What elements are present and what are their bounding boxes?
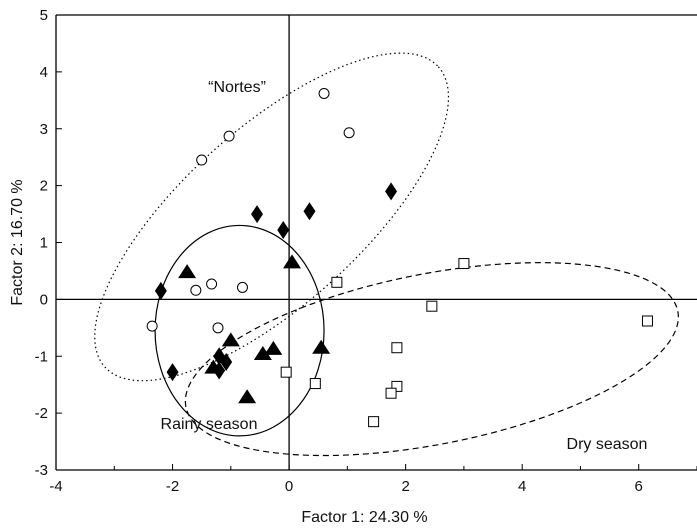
annotation-rainy-season: Rainy season bbox=[161, 416, 258, 433]
x-tick-label: 2 bbox=[401, 478, 409, 495]
point-square bbox=[458, 258, 470, 270]
y-tick-label: -3 bbox=[35, 462, 48, 479]
data-points bbox=[146, 87, 653, 428]
x-tick-label: 6 bbox=[635, 478, 643, 495]
y-axis-label: Factor 2: 16.70 % bbox=[9, 179, 26, 305]
chart-labels: Factor 1: 24.30 % Factor 2: 16.70 % “Nor… bbox=[9, 79, 647, 526]
point-square bbox=[641, 315, 653, 327]
x-axis-label: Factor 1: 24.30 % bbox=[301, 509, 427, 526]
y-tick-label: -2 bbox=[35, 405, 48, 422]
y-tick-label: -1 bbox=[35, 348, 48, 365]
point-circle bbox=[190, 284, 202, 296]
x-tick-label: 4 bbox=[518, 478, 526, 495]
point-diamond bbox=[154, 281, 167, 300]
axes: -4 -2 0 2 4 6 -3 -2 -1 0 1 2 3 4 5 bbox=[35, 7, 697, 495]
point-triangle bbox=[221, 332, 240, 347]
point-circle bbox=[196, 154, 208, 166]
y-tick-label: 4 bbox=[40, 64, 48, 81]
point-circle bbox=[146, 320, 158, 332]
x-tick-label: -4 bbox=[49, 478, 62, 495]
y-tick-label: 2 bbox=[40, 178, 48, 195]
y-tick-label: 1 bbox=[40, 235, 48, 252]
point-square bbox=[280, 366, 292, 378]
ellipse-dotted bbox=[94, 52, 450, 382]
point-diamond bbox=[220, 352, 233, 371]
point-diamond bbox=[385, 182, 398, 201]
point-triangle bbox=[312, 339, 331, 354]
point-triangle bbox=[238, 389, 257, 404]
point-square bbox=[331, 276, 343, 288]
point-circle bbox=[223, 130, 235, 142]
point-diamond bbox=[166, 363, 179, 382]
y-tick-label: 5 bbox=[40, 7, 48, 24]
point-triangle bbox=[204, 359, 223, 374]
point-triangle bbox=[283, 254, 302, 269]
point-triangle bbox=[178, 264, 197, 279]
ellipse-dashed bbox=[184, 262, 679, 457]
point-circle bbox=[236, 281, 248, 293]
point-square bbox=[391, 380, 403, 392]
annotation-nortes: “Nortes” bbox=[208, 79, 266, 96]
point-square bbox=[309, 378, 321, 390]
point-square bbox=[426, 300, 438, 312]
point-square bbox=[391, 342, 403, 354]
y-tick-label: 3 bbox=[40, 121, 48, 138]
x-tick-label: -2 bbox=[166, 478, 179, 495]
point-triangle bbox=[253, 345, 272, 360]
ellipse-solid bbox=[154, 224, 325, 437]
point-diamond bbox=[303, 202, 316, 221]
point-diamond bbox=[277, 220, 290, 239]
point-triangle bbox=[264, 340, 283, 355]
annotation-dry-season: Dry season bbox=[567, 436, 648, 453]
point-circle bbox=[318, 87, 330, 99]
point-square bbox=[385, 387, 397, 399]
point-circle bbox=[212, 322, 224, 334]
y-tick-label: 0 bbox=[40, 291, 48, 308]
point-diamond bbox=[251, 205, 264, 224]
point-square bbox=[368, 416, 380, 428]
point-circle bbox=[206, 278, 218, 290]
x-tick-label: 0 bbox=[285, 478, 293, 495]
point-circle bbox=[343, 127, 355, 139]
